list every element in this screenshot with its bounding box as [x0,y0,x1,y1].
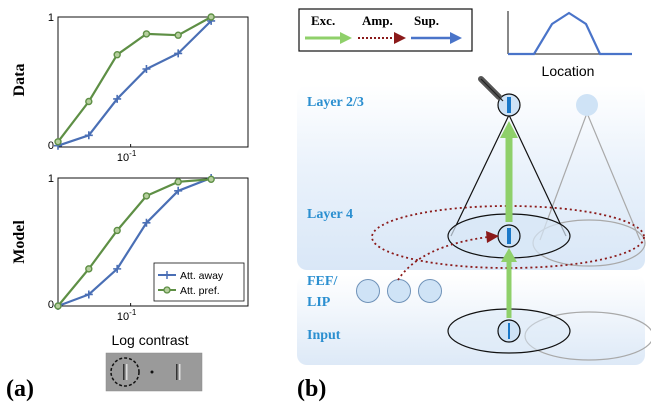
lip-label: LIP [307,295,331,310]
input-label: Input [307,328,341,343]
y-tick-label-0: 0 [48,140,54,152]
data-point-pref [54,302,62,310]
data-point-pref [85,97,93,106]
legend-amp-label: Amp. [362,13,393,28]
data-point-away [84,290,93,299]
data-point-away [142,65,151,73]
data-point-pref [174,178,182,186]
amp-projection [397,231,499,281]
data-point-away [113,94,122,103]
electrode-icon [478,76,504,102]
data-point-pref [54,138,62,146]
fef-neuron-2 [387,279,411,303]
x-tick-label: 10-1 [117,308,137,323]
exc-arrowhead-l4 [500,121,518,138]
attention-field [371,205,645,269]
y-tick-label-1: 1 [48,173,54,185]
x-axis-label: Log contrast [111,332,188,348]
series-line-pref [57,16,212,143]
series-line-away [57,176,212,308]
data-point-away [113,264,122,273]
data-point-pref [142,192,151,200]
plot-frame-data [57,16,249,148]
row-label-model: Model [11,220,28,264]
legend-entry-pref: Att. pref. [180,285,220,297]
series-line-pref [57,178,212,307]
fef-lip-neurons [356,279,442,303]
fef-neuron-3 [418,279,442,303]
panel-a: Data Model 0 1 10-1 0 1 10-1 Att. away Att. pr… [6,12,249,402]
panel-a-label: (a) [6,376,34,402]
legend-exc-label: Exc. [311,13,335,28]
legend-entry-away: Att. away [180,270,224,282]
fef-label: FEF/ [307,274,338,289]
fef-neuron-1 [356,279,380,303]
data-point-away [174,49,183,58]
chart-legend: Att. away Att. pref. [153,262,245,302]
chart-model-plot: 0 1 10-1 Att. away Att. pref. [48,173,249,323]
data-point-pref [174,31,182,39]
chart-data-plot: 0 1 10-1 [48,12,249,164]
y-tick-label-0: 0 [48,299,54,311]
layer-23-label: Layer 2/3 [307,95,364,110]
data-point-away [84,131,93,140]
row-label-data: Data [11,64,28,97]
data-point-pref [113,51,121,59]
connection-legend: Exc. Amp. Sup. [298,8,473,52]
x-tick-label: 10-1 [117,149,137,164]
data-point-pref [85,265,93,273]
data-point-pref [207,13,215,21]
exc-arrowhead-input [501,248,517,262]
data-point-away [174,186,183,195]
attended-column [371,76,645,354]
location-tuning-inset: Location [507,11,632,79]
attended-ring [110,357,140,387]
series-line-away [57,20,212,147]
unattended-neuron [576,94,598,116]
data-point-pref [142,30,151,38]
panel-b: Exc. Amp. Sup. Location Layer 2/3 Layer … [297,8,651,402]
legend-sup-label: Sup. [414,13,439,28]
data-point-pref [207,175,215,183]
panel-b-label: (b) [297,376,326,402]
data-point-away [142,218,151,227]
location-label: Location [542,63,595,79]
layer-4-label: Layer 4 [307,207,353,222]
y-tick-label-1: 1 [48,12,54,24]
stimulus-thumbnail [105,352,203,392]
data-point-pref [113,226,121,235]
